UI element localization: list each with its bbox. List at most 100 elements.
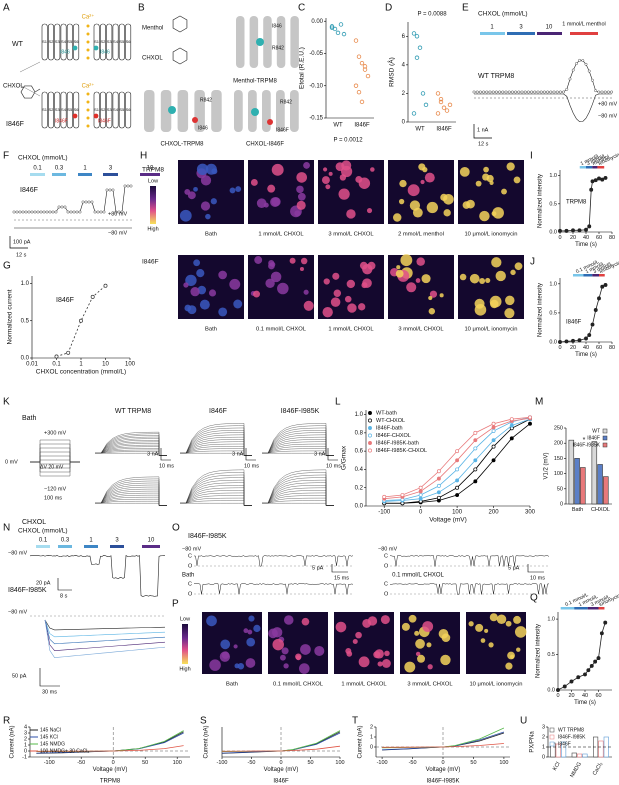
decoration [303, 289, 309, 295]
helix-label: S5 [67, 107, 73, 112]
y-tick-label: 1.0 [549, 281, 557, 287]
decoration [30, 461, 80, 477]
y-tick-label: 2 [402, 91, 406, 97]
decoration [322, 306, 333, 318]
decoration [54, 91, 61, 129]
decoration [180, 423, 252, 456]
point [353, 38, 359, 43]
point [564, 228, 569, 233]
bar [561, 741, 567, 758]
decoration [243, 628, 249, 634]
decoration [473, 124, 492, 139]
y-tick-label: 2 [542, 734, 545, 740]
decoration [513, 615, 522, 624]
decoration [93, 45, 99, 51]
point [491, 438, 496, 443]
y-axis-label: Current (nA) [10, 725, 16, 758]
decoration [489, 180, 494, 185]
y-tick-label: 0.0 [549, 229, 557, 235]
label: C [384, 553, 388, 559]
label: O [188, 591, 193, 597]
legend-swatch [368, 426, 372, 430]
label: 8 s [60, 593, 68, 599]
decoration [262, 441, 334, 456]
label: 1 [83, 166, 87, 172]
y-tick-label: 2 [370, 724, 373, 730]
decoration [416, 257, 425, 266]
decoration [488, 642, 494, 648]
point [509, 423, 514, 428]
decoration [262, 90, 271, 132]
decoration [578, 58, 581, 62]
point [587, 224, 592, 229]
decoration [504, 90, 508, 94]
decoration [180, 450, 252, 456]
category-label: Bath [572, 507, 583, 513]
label: 0 mV [5, 459, 18, 465]
decoration [491, 90, 495, 94]
decoration [270, 271, 282, 283]
decoration [235, 186, 242, 192]
legend-swatch [368, 418, 372, 423]
decoration [180, 482, 252, 506]
decoration [18, 210, 22, 214]
x-tick-label: -50 [77, 760, 85, 766]
decoration [323, 278, 330, 285]
decoration [290, 16, 299, 68]
decoration [459, 166, 470, 177]
bar [574, 458, 580, 505]
label: I846F [142, 259, 159, 266]
label: 3 mmol/L CHXOL [328, 232, 374, 238]
x-axis-label: CHXOL concentration (mmol/L) [36, 369, 126, 376]
decoration [384, 650, 390, 657]
decoration [504, 308, 515, 319]
decoration [511, 90, 514, 94]
decoration [60, 91, 67, 129]
point [590, 179, 595, 184]
decoration [63, 205, 67, 209]
decoration [180, 479, 252, 506]
decoration [233, 299, 243, 309]
decoration [491, 257, 502, 268]
x-tick-label: 0 [558, 235, 561, 241]
point [491, 421, 496, 426]
point [528, 415, 532, 420]
decoration [47, 91, 54, 129]
panel-letter: A [3, 3, 10, 14]
point [584, 227, 588, 232]
colorbar [182, 624, 188, 664]
label: I846F [566, 320, 582, 326]
decoration [93, 91, 100, 129]
decoration [459, 273, 467, 281]
decoration [546, 90, 549, 94]
point [593, 659, 598, 664]
label: R842 [272, 45, 284, 51]
legend-label: I846F [558, 741, 571, 747]
decoration [583, 274, 593, 277]
y-axis-label: RMSD (Å) [387, 57, 396, 87]
decoration [95, 443, 167, 456]
point [528, 421, 532, 426]
y-tick-label: -0.10 [309, 83, 323, 89]
y-tick-label: 0.0 [355, 504, 364, 510]
decoration [325, 184, 331, 190]
decoration [426, 201, 439, 214]
decoration [412, 207, 423, 218]
y-tick-label: 2 [24, 736, 27, 742]
decoration [95, 449, 167, 456]
label: −80 mV [378, 546, 397, 552]
label: I846F [98, 118, 111, 124]
x-tick-label: -100 [44, 760, 55, 766]
decoration [86, 24, 90, 28]
decoration [440, 193, 448, 201]
decoration [95, 440, 167, 456]
decoration [73, 91, 80, 129]
label: ΔV 20 mV [40, 464, 64, 470]
x-tick-label: 40 [582, 693, 588, 699]
decoration [125, 23, 132, 61]
decoration [180, 477, 252, 506]
decoration [474, 298, 485, 309]
y-tick-label: 6 [402, 34, 406, 40]
point [473, 446, 478, 451]
decoration [483, 166, 489, 173]
